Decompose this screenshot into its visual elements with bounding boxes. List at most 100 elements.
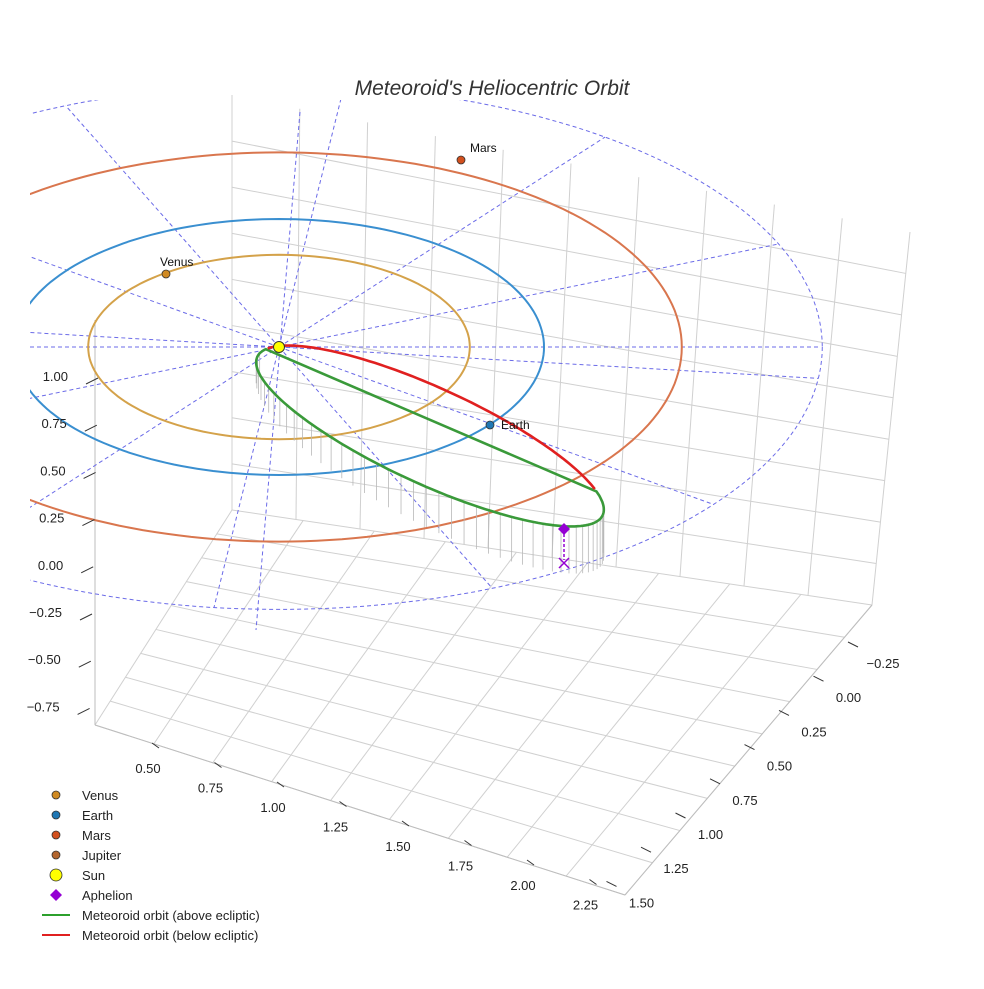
y-tick-label: 1.50 <box>629 895 654 910</box>
floor-grid-line <box>506 583 731 858</box>
chart-title: Meteoroid's Heliocentric Orbit <box>355 77 631 100</box>
aphelion-projection-marker <box>558 557 570 569</box>
reference-spoke <box>278 136 606 348</box>
reference-lines <box>30 100 823 631</box>
wall-grid-vertical <box>487 149 504 549</box>
z-tick-mark <box>85 377 99 385</box>
legend-item-venus[interactable]: Venus <box>51 788 119 803</box>
x-tick-label: 0.50 <box>135 761 160 776</box>
legend-label: Earth <box>82 808 113 823</box>
wall-grid-vertical <box>615 177 640 568</box>
marker-layer: Venus Earth Mars <box>160 141 570 569</box>
wall-grid-horizontal <box>231 325 889 440</box>
wall-grid-vertical <box>551 163 572 558</box>
wall-grid-vertical <box>295 108 301 520</box>
planet-marker-earth <box>485 420 495 430</box>
legend-item-meteoroid-orbit-above-ecliptic-[interactable]: Meteoroid orbit (above ecliptic) <box>42 908 260 923</box>
x-tick-mark <box>464 840 472 846</box>
z-tick-mark <box>77 707 90 715</box>
floor-grid-line <box>565 594 802 877</box>
y-tick-label: −0.25 <box>867 656 900 671</box>
aphelion-marker <box>558 523 570 535</box>
legend-item-aphelion[interactable]: Aphelion <box>50 888 133 903</box>
legend-swatch-circle <box>49 868 63 882</box>
z-tick-mark <box>83 471 96 479</box>
floor-grid-line <box>271 541 446 782</box>
reference-y-line <box>255 111 301 631</box>
wall-grid-vertical <box>679 190 708 577</box>
z-tick-mark <box>84 424 98 432</box>
wall-grid-vertical <box>871 231 911 606</box>
legend-label: Aphelion <box>82 888 133 903</box>
wall-grid-vertical <box>743 204 775 587</box>
z-tick-mark <box>80 566 94 574</box>
reference-spoke <box>278 346 819 379</box>
legend-item-sun[interactable]: Sun <box>49 868 105 883</box>
x-axis-line <box>94 724 626 896</box>
reference-spoke <box>278 346 714 505</box>
x-tick-mark <box>276 781 285 788</box>
legend-item-earth[interactable]: Earth <box>51 808 113 823</box>
legend-item-mars[interactable]: Mars <box>51 828 111 843</box>
x-tick-label: 2.00 <box>510 878 535 893</box>
wall-grid-vertical <box>423 136 436 539</box>
floor-grid-line <box>125 676 681 832</box>
planet-label-venus: Venus <box>160 255 193 269</box>
y-tick-label: 0.75 <box>732 793 757 808</box>
floor-grid-line <box>153 520 304 745</box>
floor-grid-line <box>155 628 735 767</box>
x-tick-mark <box>526 859 535 866</box>
legend-item-jupiter[interactable]: Jupiter <box>51 848 122 863</box>
floor-grid-line <box>140 652 708 799</box>
legend[interactable]: Venus Earth Mars Jupiter Sun Aphelion Meteoroi… <box>42 788 260 943</box>
legend-label: Jupiter <box>82 848 122 863</box>
x-tick-label: 2.25 <box>573 898 598 913</box>
floor-grid-line <box>94 509 233 726</box>
legend-swatch-circle <box>51 830 61 840</box>
z-tick-label: 0.75 <box>41 416 66 431</box>
x-tick-label: 1.50 <box>385 839 410 854</box>
reference-spoke <box>30 256 280 348</box>
legend-swatch-diamond <box>50 889 62 901</box>
reference-spoke <box>65 105 280 348</box>
floor-grid-line <box>216 533 845 638</box>
x-tick-mark <box>151 742 160 749</box>
y-tick-mark <box>606 880 617 887</box>
legend-swatch-circle <box>51 810 61 820</box>
x-tick-mark <box>401 820 410 827</box>
floor-grid-line <box>389 562 588 820</box>
legend-label: Mars <box>82 828 111 843</box>
z-tick-mark <box>78 660 92 668</box>
y-tick-label: 1.00 <box>698 827 723 842</box>
reference-spoke <box>278 100 342 348</box>
wall-grid-horizontal <box>231 417 881 523</box>
floor-grid-line <box>110 700 653 864</box>
z-tick-label: 0.00 <box>38 558 63 573</box>
floor-grid-line <box>201 557 818 670</box>
legend-label: Venus <box>82 788 119 803</box>
reference-spoke <box>213 346 280 608</box>
planet-label-mars: Mars <box>470 141 497 155</box>
y-tick-mark <box>847 641 859 648</box>
y-tick-mark <box>640 846 652 853</box>
orbit-venus <box>87 253 471 441</box>
planet-label-earth: Earth <box>501 418 530 432</box>
y-tick-mark <box>778 709 790 716</box>
x-tick-label: 1.75 <box>448 859 473 874</box>
orbit-mars <box>30 151 683 543</box>
wall-grid-horizontal <box>231 278 894 399</box>
legend-item-meteoroid-orbit-below-ecliptic-[interactable]: Meteoroid orbit (below ecliptic) <box>42 928 258 943</box>
legend-label: Sun <box>82 868 105 883</box>
reference-spoke <box>278 243 779 348</box>
z-tick-label: 0.25 <box>39 511 64 526</box>
y-tick-mark <box>744 744 755 751</box>
planet-marker-venus <box>161 269 171 279</box>
y-tick-mark <box>675 812 686 819</box>
legend-swatch-circle <box>51 790 61 800</box>
z-tick-label: 1.00 <box>43 369 68 384</box>
floor-grid-line <box>171 605 763 735</box>
meteoroid-orbit-above <box>254 347 606 528</box>
wall-grid-vertical <box>359 122 369 530</box>
